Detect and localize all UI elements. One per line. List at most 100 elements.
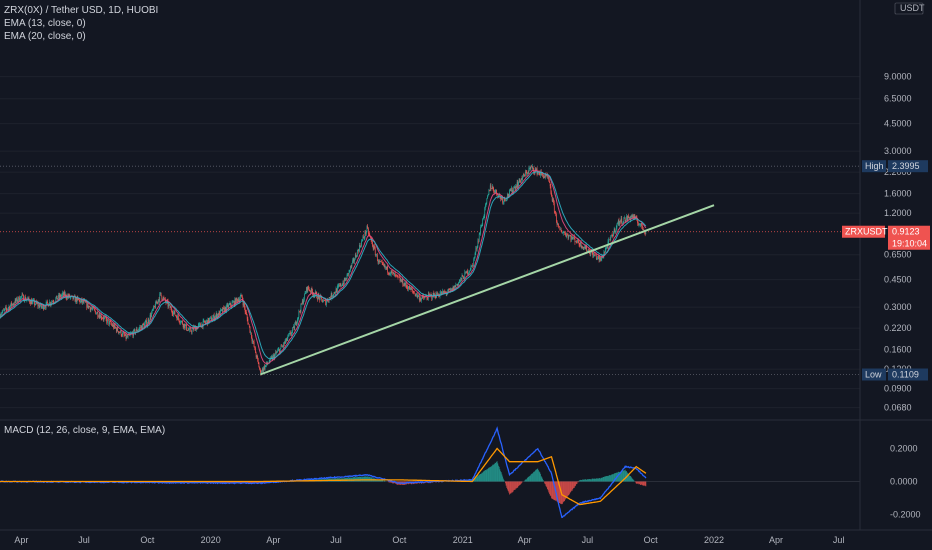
candle-body [426, 296, 428, 299]
candle-body [259, 367, 260, 370]
candle-body [421, 298, 422, 301]
macd-legend[interactable]: MACD (12, 26, close, 9, EMA, EMA) [4, 425, 166, 436]
candle-body [48, 305, 50, 307]
candle-body [504, 198, 506, 200]
symbol-title[interactable]: ZRX(0X) / Tether USD, 1D, HUOBI [4, 5, 159, 16]
candle-body [449, 289, 450, 291]
candle-body [499, 194, 501, 197]
candle-body [293, 326, 295, 330]
candle-body [553, 202, 555, 212]
candle-body [604, 249, 606, 253]
candle-body [89, 307, 91, 311]
candle-body [254, 346, 256, 348]
candle-body [443, 290, 444, 294]
candle-body [188, 329, 190, 331]
candle-body [42, 305, 44, 307]
candle-body [102, 318, 104, 320]
trendline[interactable] [259, 204, 715, 376]
candle-body [286, 338, 287, 341]
candle-body [479, 233, 481, 235]
candle-body [187, 329, 189, 331]
candle-body [244, 307, 246, 312]
candle-body [486, 198, 488, 203]
candle-body [236, 297, 238, 300]
candle-body [126, 336, 128, 339]
candle-body [542, 172, 543, 176]
candle-body [40, 303, 42, 308]
candle-body [99, 315, 101, 319]
candle-body [18, 296, 20, 301]
candle-body [306, 287, 307, 293]
price-axis-label: 3.0000 [884, 146, 912, 156]
candle-body [173, 312, 174, 315]
candle-body [402, 279, 404, 286]
ema13-legend[interactable]: EMA (13, close, 0) [4, 18, 86, 29]
candle-body [96, 312, 98, 314]
candle-body [277, 349, 279, 351]
candle-body [631, 215, 632, 218]
candle-body [295, 321, 296, 325]
candle-body [405, 282, 406, 286]
candle-body [469, 270, 471, 271]
candle-body [353, 258, 355, 262]
candle-body [240, 294, 242, 297]
candle-body [324, 300, 326, 302]
candle-body [522, 176, 523, 180]
candle-body [360, 246, 362, 247]
candle-body [571, 235, 573, 239]
candle-body [213, 314, 215, 320]
candle-body [455, 284, 457, 288]
candle-body [487, 194, 489, 197]
candle-body [85, 301, 87, 303]
candle-body [376, 254, 378, 261]
candle-body [418, 295, 420, 301]
candle-body [104, 316, 106, 318]
candle-body [389, 274, 391, 275]
candle-body [194, 326, 196, 328]
grid [0, 0, 932, 531]
trendline-segment [259, 204, 715, 376]
candle-body [579, 244, 581, 247]
candle-body [416, 293, 417, 296]
candle-body [219, 309, 221, 315]
candle-body [23, 294, 24, 301]
candle-body [343, 282, 344, 284]
candle-body [86, 301, 88, 308]
candle-body [287, 335, 289, 339]
candle-body [182, 324, 184, 328]
candle-body [502, 201, 504, 203]
candle-body [428, 293, 430, 295]
candle-body [365, 231, 366, 234]
candle-body [461, 275, 463, 280]
candle-body [613, 228, 615, 233]
candle-body [290, 333, 292, 335]
candle-body [116, 327, 118, 332]
candle-body [336, 288, 338, 293]
candle-body [174, 310, 176, 316]
candle-body [538, 172, 540, 174]
candle-body [559, 226, 561, 230]
candle-body [62, 292, 64, 296]
candle-body [59, 294, 61, 298]
candle-body [392, 272, 394, 273]
candle-body [474, 253, 476, 257]
candle-body [207, 318, 209, 325]
candle-body [397, 275, 399, 277]
candle-body [172, 313, 174, 315]
ema20-legend[interactable]: EMA (20, close, 0) [4, 31, 86, 42]
candle-body [373, 246, 375, 249]
candle-body [96, 313, 97, 315]
candle-body [247, 318, 249, 324]
candle-body [302, 300, 304, 304]
candle-body [526, 172, 528, 175]
candle-body [285, 338, 287, 342]
candle-body [617, 223, 618, 225]
candle-body [586, 250, 588, 252]
candle-body [5, 307, 6, 309]
candle-body [248, 323, 249, 325]
candle-body [264, 366, 265, 370]
candle-body [250, 332, 251, 334]
candle-body [56, 295, 58, 300]
time-axis-label: 2020 [201, 535, 221, 545]
